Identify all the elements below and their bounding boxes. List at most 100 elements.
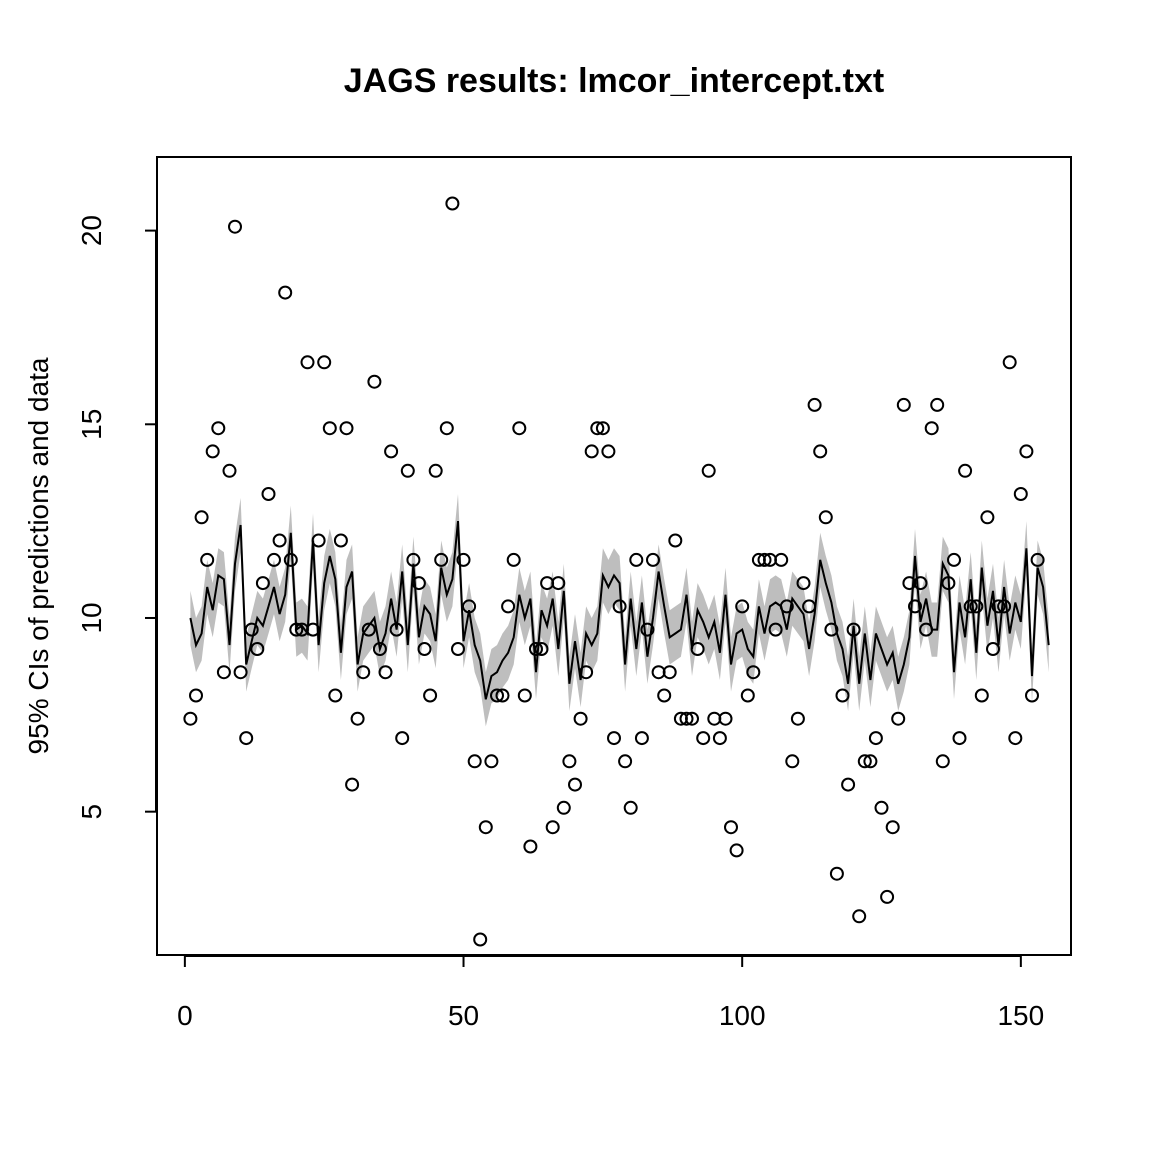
y-axis-label: 95% CIs of predictions and data (23, 357, 54, 754)
data-point (579, 665, 594, 680)
data-point (384, 444, 399, 459)
data-point (930, 397, 945, 412)
data-point (1030, 552, 1045, 567)
data-point (233, 665, 248, 680)
data-point (885, 820, 900, 835)
data-point (289, 622, 304, 637)
data-point (802, 599, 817, 614)
data-point (740, 688, 755, 703)
data-point (512, 421, 527, 436)
data-point (958, 463, 973, 478)
data-point (228, 219, 242, 234)
data-point (183, 711, 198, 726)
data-point (986, 642, 1000, 656)
data-point (863, 754, 878, 769)
data-point (941, 576, 956, 591)
data-point (584, 444, 599, 459)
data-point (495, 688, 510, 703)
observed-points-layer (183, 196, 1045, 947)
data-point (573, 711, 588, 726)
data-point (768, 622, 783, 637)
data-point (952, 731, 967, 746)
data-point (712, 731, 727, 746)
data-point (1002, 355, 1017, 370)
data-point (735, 599, 750, 614)
data-point (629, 552, 644, 567)
data-point (345, 777, 360, 792)
data-point (991, 599, 1006, 614)
data-point (534, 642, 549, 656)
data-point (874, 800, 889, 815)
data-point (590, 421, 605, 436)
data-point (685, 711, 699, 726)
data-point (701, 463, 716, 478)
data-point (278, 285, 293, 300)
data-point (205, 444, 220, 459)
data-point (790, 711, 805, 726)
data-point (595, 421, 610, 436)
data-point (841, 777, 856, 792)
data-point (568, 777, 582, 792)
data-point (456, 552, 471, 567)
data-point (406, 552, 421, 567)
data-point (529, 642, 543, 656)
x-tick-label: 0 (177, 1000, 193, 1031)
data-point (774, 552, 789, 567)
data-point (896, 397, 911, 412)
data-point (478, 820, 493, 835)
data-point (411, 576, 426, 591)
data-point (813, 444, 828, 459)
data-point (239, 731, 254, 746)
data-point (891, 711, 906, 726)
data-point (367, 374, 382, 389)
data-point (796, 576, 811, 591)
data-point (523, 839, 538, 854)
y-tick-label: 15 (76, 409, 107, 440)
data-point (250, 642, 265, 656)
data-point (306, 622, 320, 637)
data-point (222, 463, 237, 478)
data-point (824, 622, 839, 637)
data-point (216, 665, 231, 680)
data-point (423, 688, 438, 703)
data-point (646, 552, 660, 567)
data-point (395, 731, 410, 746)
data-point (300, 355, 315, 370)
data-point (244, 622, 259, 637)
data-point (200, 552, 215, 567)
data-point (607, 731, 621, 746)
x-tick-label: 50 (448, 1000, 479, 1031)
data-point (356, 665, 371, 680)
data-point (612, 599, 627, 614)
data-point (562, 754, 577, 769)
data-point (857, 754, 872, 769)
data-point (662, 665, 677, 680)
data-point (506, 552, 521, 567)
data-point (1013, 487, 1028, 501)
y-tick-label: 10 (76, 602, 107, 633)
data-point (333, 533, 348, 548)
data-point (372, 642, 387, 656)
data-point (272, 533, 287, 548)
data-point (846, 622, 861, 637)
prediction-mean-line (189, 521, 1050, 700)
data-point (283, 552, 298, 567)
data-point (1025, 688, 1039, 703)
data-point (657, 688, 672, 703)
data-point (267, 552, 281, 567)
y-tick-label: 20 (76, 215, 107, 246)
data-point (935, 754, 950, 769)
y-tick-label: 5 (76, 804, 107, 820)
data-point (729, 843, 744, 858)
data-point (255, 576, 270, 591)
data-point (400, 463, 415, 478)
data-point (634, 731, 649, 746)
data-point (980, 510, 995, 525)
data-point (545, 820, 560, 835)
data-point (551, 576, 566, 591)
data-point (852, 909, 867, 924)
data-point (434, 552, 449, 567)
data-point (261, 487, 276, 501)
data-point (189, 688, 203, 703)
